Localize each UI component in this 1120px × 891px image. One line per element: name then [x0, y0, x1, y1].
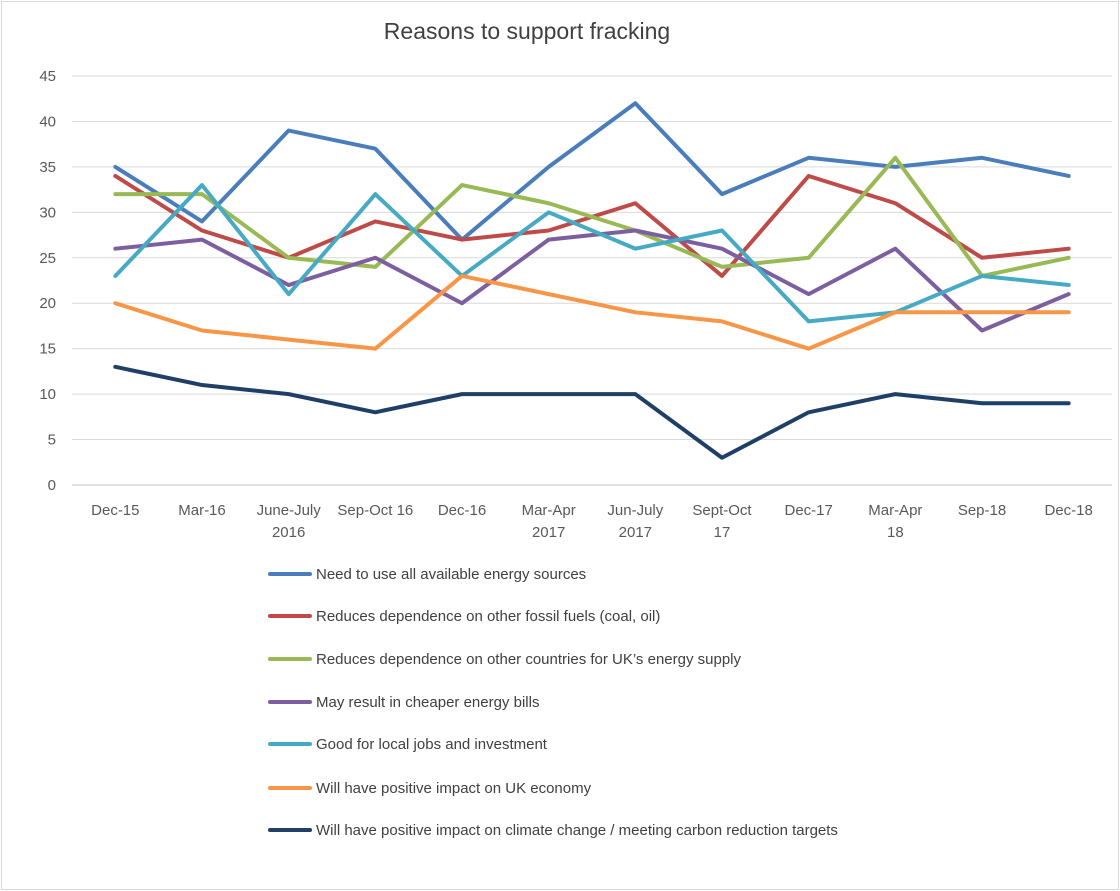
legend-item: Need to use all available energy sources: [268, 566, 586, 583]
x-tick-label: Dec-16: [438, 502, 486, 519]
y-tick-label: 25: [39, 250, 56, 267]
x-tick-label: Jun-July 2017: [607, 502, 663, 541]
y-tick-label: 10: [39, 386, 56, 403]
y-tick-label: 45: [39, 68, 56, 85]
legend-item: Good for local jobs and investment: [268, 736, 548, 753]
legend-item: Reduces dependence on other countries fo…: [268, 651, 741, 668]
x-tick-label-line: 2017: [532, 524, 565, 541]
legend-label: Will have positive impact on climate cha…: [316, 822, 838, 839]
x-tick-label-line: Mar-Apr: [868, 502, 922, 519]
x-tick-label-line: 18: [887, 524, 904, 541]
series-line-5: [113, 273, 1071, 351]
chart-title: Reasons to support fracking: [384, 18, 670, 44]
x-tick-label-line: 2016: [272, 524, 305, 541]
x-tick-label-line: Sep-18: [958, 502, 1006, 519]
legend-label: Will have positive impact on UK economy: [316, 780, 592, 797]
x-tick-label-line: June-July: [257, 502, 322, 519]
x-tick-label-line: 17: [714, 524, 731, 541]
x-tick-label: Mar-Apr 2017: [522, 502, 576, 541]
x-tick-label: Dec-17: [784, 502, 832, 519]
series-line-3: [113, 228, 1071, 333]
legend-label: Reduces dependence on other countries fo…: [316, 651, 741, 668]
legend-label: May result in cheaper energy bills: [316, 694, 539, 711]
y-tick-label: 5: [48, 432, 56, 449]
x-tick-label: Sep-Oct 16: [337, 502, 413, 519]
legend-item: Will have positive impact on climate cha…: [268, 822, 838, 839]
x-tick-label-line: Mar-Apr: [522, 502, 576, 519]
x-tick-label-line: Dec-15: [91, 502, 139, 519]
x-tick-label: Mar-Apr 18: [868, 502, 922, 541]
x-tick-label: Sep-18: [958, 502, 1006, 519]
x-tick-label-line: Dec-17: [784, 502, 832, 519]
series-line-4: [113, 183, 1071, 324]
x-tick-label: Dec-15: [91, 502, 139, 519]
y-tick-label: 30: [39, 204, 56, 221]
x-tick-label: Mar-16: [178, 502, 226, 519]
x-tick-label-line: Mar-16: [178, 502, 226, 519]
y-tick-label: 20: [39, 295, 56, 312]
legend-item: Reduces dependence on other fossil fuels…: [268, 608, 660, 625]
legend-label: Need to use all available energy sources: [316, 566, 586, 583]
series-line-0: [113, 101, 1071, 242]
y-tick-label: 40: [39, 113, 56, 130]
x-tick-label-line: 2017: [619, 524, 652, 541]
legend-label: Good for local jobs and investment: [316, 736, 548, 753]
y-tick-label: 35: [39, 159, 56, 176]
x-tick-label: Sept-Oct 17: [692, 502, 752, 541]
y-tick-label: 15: [39, 341, 56, 358]
x-tick-label-line: Jun-July: [607, 502, 663, 519]
legend-item: May result in cheaper energy bills: [268, 694, 539, 711]
x-tick-label-line: Sept-Oct: [692, 502, 752, 519]
x-tick-label: Dec-18: [1044, 502, 1092, 519]
x-tick-label-line: Dec-18: [1044, 502, 1092, 519]
legend-item: Will have positive impact on UK economy: [268, 780, 592, 797]
legend-label: Reduces dependence on other fossil fuels…: [316, 608, 660, 625]
series-line-2: [113, 155, 1071, 278]
series-line-6: [113, 364, 1071, 460]
series-line-1: [113, 173, 1071, 278]
x-tick-label-line: Sep-Oct 16: [337, 502, 413, 519]
x-tick-label: June-July 2016: [257, 502, 322, 541]
x-tick-label-line: Dec-16: [438, 502, 486, 519]
y-tick-label: 0: [48, 477, 56, 494]
